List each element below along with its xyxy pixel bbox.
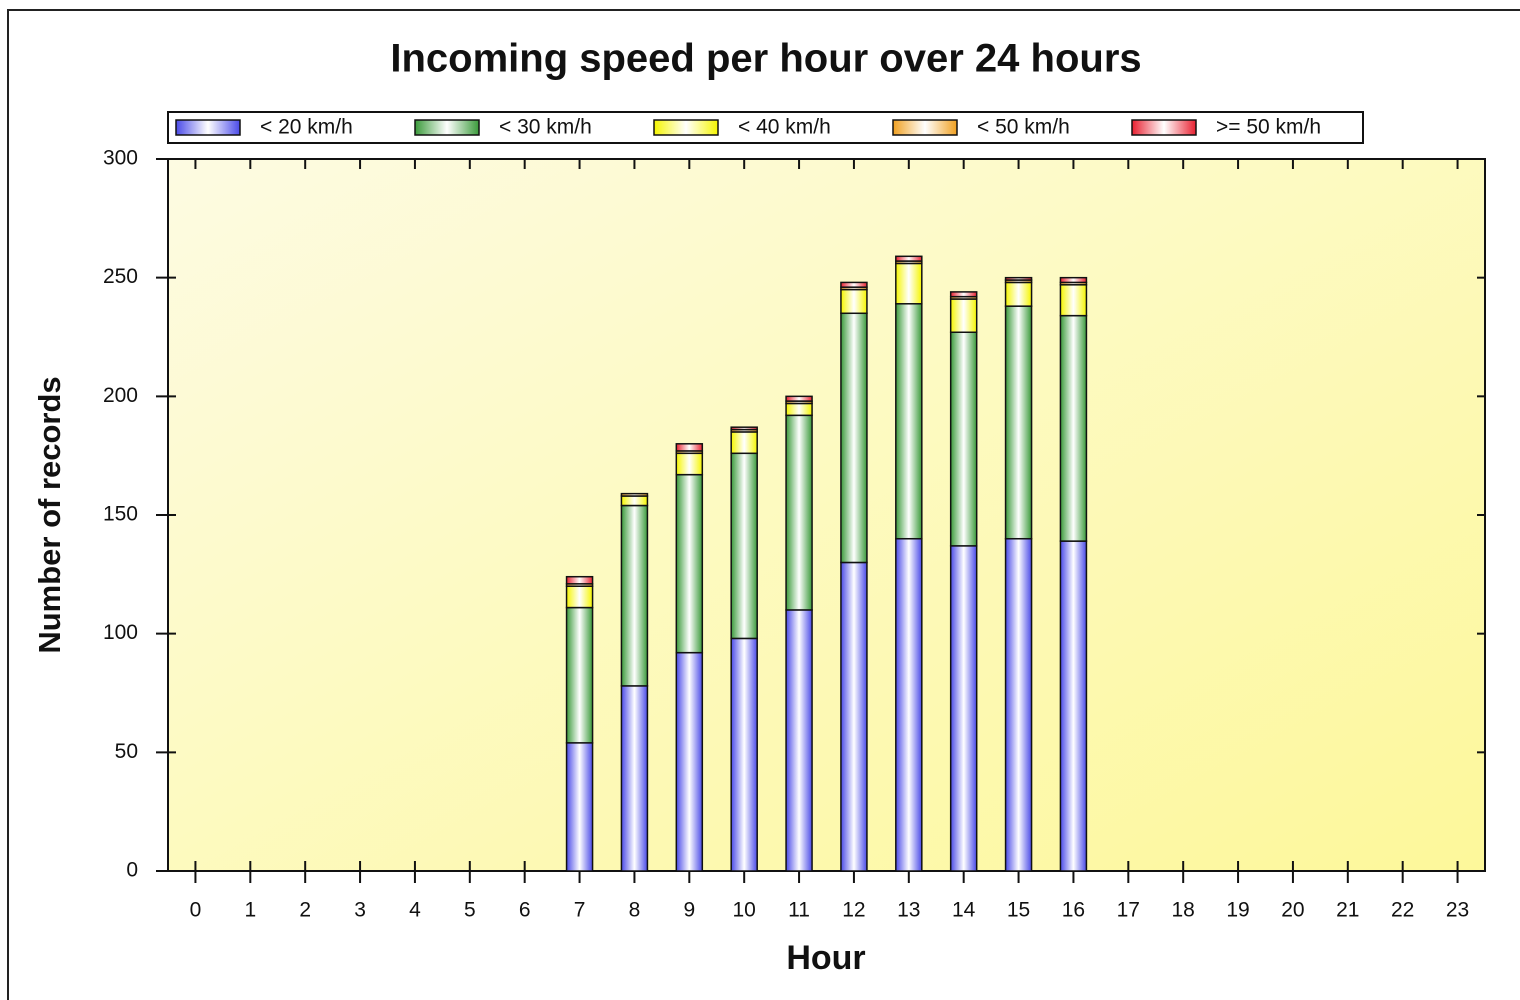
bar-segment xyxy=(730,426,758,431)
bar-segment xyxy=(565,742,594,872)
x-tick-label: 7 xyxy=(574,899,586,922)
y-tick-label: 100 xyxy=(103,621,138,644)
x-tick-label: 21 xyxy=(1336,899,1359,922)
x-tick-label: 8 xyxy=(629,899,641,922)
bar-segment xyxy=(895,303,923,540)
bar-segment xyxy=(840,288,868,315)
legend-swatch xyxy=(175,119,241,136)
bar-segment xyxy=(730,452,758,640)
bar-segment xyxy=(565,606,594,744)
bar-segment xyxy=(620,504,649,687)
y-tick-label: 0 xyxy=(126,859,138,882)
bar-segment xyxy=(1004,276,1033,281)
x-tick-label: 22 xyxy=(1391,899,1414,922)
legend-label: < 30 km/h xyxy=(499,116,592,139)
x-tick-label: 20 xyxy=(1281,899,1304,922)
x-tick-label: 14 xyxy=(952,899,976,922)
bar-segment xyxy=(1059,284,1088,317)
x-tick-label: 4 xyxy=(409,899,421,922)
bar-segment xyxy=(565,585,594,609)
x-tick-label: 9 xyxy=(683,899,695,922)
y-tick-label: 50 xyxy=(115,740,138,763)
y-tick-label: 200 xyxy=(103,384,138,407)
chart-title: Incoming speed per hour over 24 hours xyxy=(390,37,1141,81)
bar-segment xyxy=(730,431,758,455)
bar-segment xyxy=(675,651,704,872)
legend-swatch xyxy=(1131,119,1197,136)
legend-swatch xyxy=(653,119,719,136)
x-tick-label: 15 xyxy=(1007,899,1030,922)
legend-label: < 50 km/h xyxy=(977,116,1070,139)
x-tick-label: 6 xyxy=(519,899,531,922)
plot-area xyxy=(167,158,1486,872)
x-tick-label: 3 xyxy=(354,899,366,922)
bar-segment xyxy=(949,545,978,872)
bar-segment xyxy=(565,575,594,585)
x-tick-label: 12 xyxy=(842,899,865,922)
bar-segment xyxy=(785,609,813,872)
x-tick-label: 17 xyxy=(1117,899,1140,922)
y-tick-label: 300 xyxy=(103,147,138,170)
bar-segment xyxy=(1004,537,1033,872)
x-tick-label: 18 xyxy=(1172,899,1195,922)
bar-segment xyxy=(1059,276,1088,284)
x-tick-label: 23 xyxy=(1446,899,1469,922)
legend-label: >= 50 km/h xyxy=(1216,116,1321,139)
y-axis-label: Number of records xyxy=(32,376,67,653)
bar-segment xyxy=(730,637,758,872)
x-axis-label: Hour xyxy=(786,939,865,977)
bar-segment xyxy=(840,561,868,872)
bar-segment xyxy=(785,414,813,611)
x-tick-label: 16 xyxy=(1062,899,1085,922)
bar-segment xyxy=(1059,540,1088,872)
bar-segment xyxy=(895,537,923,872)
x-tick-label: 11 xyxy=(788,899,810,922)
x-tick-label: 2 xyxy=(299,899,311,922)
legend-label: < 20 km/h xyxy=(260,116,353,139)
bar-segment xyxy=(949,331,978,547)
bar-segment xyxy=(785,402,813,417)
x-tick-label: 13 xyxy=(897,899,920,922)
x-tick-label: 1 xyxy=(244,899,256,922)
bar-segment xyxy=(785,395,813,402)
bar-segment xyxy=(620,685,649,872)
bar-segment xyxy=(1059,314,1088,542)
bar-segment xyxy=(949,298,978,334)
y-tick-label: 250 xyxy=(103,265,138,288)
bar-segment xyxy=(1004,281,1033,307)
bar-segment xyxy=(949,291,978,298)
bar-segment xyxy=(675,452,704,476)
bar-segment xyxy=(895,262,923,305)
bar-segment xyxy=(840,281,868,288)
bar-segment xyxy=(895,255,923,262)
x-tick-label: 10 xyxy=(733,899,756,922)
bar-segment xyxy=(620,495,649,507)
x-tick-label: 5 xyxy=(464,899,476,922)
bar-segment xyxy=(675,443,704,452)
bar-segment xyxy=(620,492,649,497)
legend-label: < 40 km/h xyxy=(738,116,831,139)
x-tick-label: 19 xyxy=(1226,899,1249,922)
legend-swatch xyxy=(414,119,480,136)
bar-segment xyxy=(675,473,704,654)
legend-swatch xyxy=(892,119,958,136)
bar-segment xyxy=(1004,305,1033,540)
x-tick-label: 0 xyxy=(190,899,202,922)
y-tick-label: 150 xyxy=(103,503,138,526)
bar-segment xyxy=(840,312,868,564)
